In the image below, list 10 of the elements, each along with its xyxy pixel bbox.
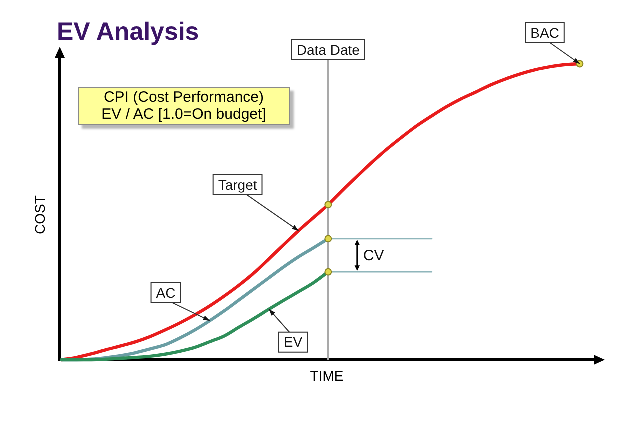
y-axis-title: COST bbox=[32, 196, 48, 234]
annotation: AC bbox=[156, 284, 176, 301]
annotation: Target bbox=[218, 176, 258, 193]
annotation: CPI (Cost Performance) EV / AC [1.0=On budget] bbox=[79, 89, 289, 123]
text: BAC bbox=[530, 24, 560, 41]
annotation: EV bbox=[284, 334, 304, 350]
annotation: CV bbox=[363, 248, 384, 265]
text: Data Date bbox=[296, 42, 360, 58]
chart-title: EV Analysis bbox=[57, 18, 200, 46]
x-axis-title: TIME bbox=[310, 368, 344, 384]
